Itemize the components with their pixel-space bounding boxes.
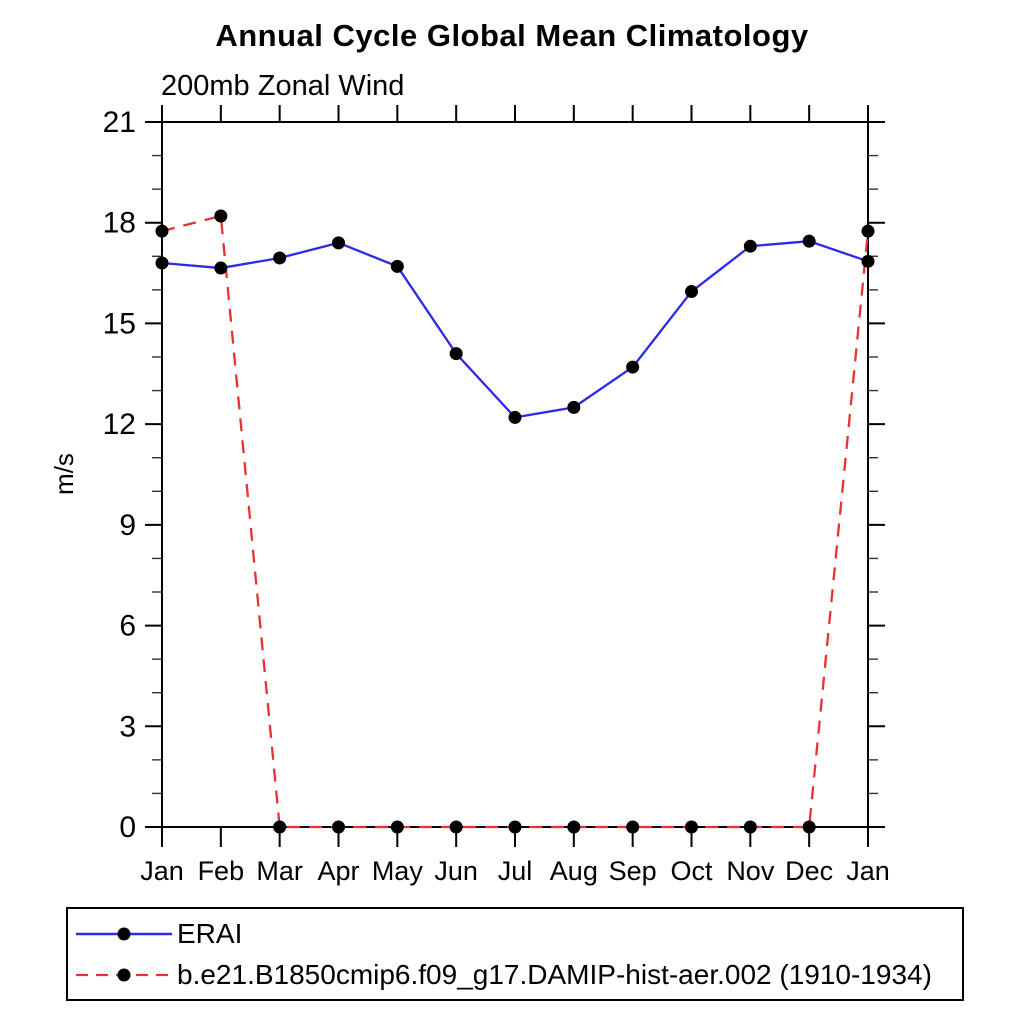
y-tick-label: 3 bbox=[119, 710, 136, 743]
erai-data-marker bbox=[508, 410, 522, 424]
x-tick-label: Jul bbox=[498, 856, 533, 886]
erai-data-marker bbox=[802, 234, 816, 248]
erai-series-line bbox=[161, 240, 869, 419]
model-data-marker bbox=[332, 820, 345, 834]
erai-data-marker bbox=[743, 239, 757, 253]
y-axis-title: m/s bbox=[49, 453, 79, 495]
model-series-line bbox=[161, 214, 870, 829]
x-tick-label: Apr bbox=[317, 856, 359, 886]
model-data-marker bbox=[390, 820, 404, 834]
model-data-marker bbox=[743, 820, 757, 834]
y-tick-label: 15 bbox=[103, 307, 136, 340]
legend-item-model: b.e21.B1850cmip6.f09_g17.DAMIP-hist-aer.… bbox=[74, 956, 962, 994]
model-data-marker bbox=[214, 209, 228, 223]
model-data-marker bbox=[449, 820, 463, 834]
legend: ERAI b.e21.B1850cmip6.f09_g17.DAMIP-hist… bbox=[66, 907, 964, 1001]
y-tick-label: 12 bbox=[103, 408, 136, 441]
legend-label-model: b.e21.B1850cmip6.f09_g17.DAMIP-hist-aer.… bbox=[177, 958, 932, 990]
x-tick-label: Oct bbox=[670, 856, 713, 886]
model-data-marker bbox=[802, 820, 816, 834]
x-tick-label: Mar bbox=[256, 856, 303, 886]
erai-data-marker bbox=[567, 400, 581, 414]
y-tick-label: 21 bbox=[103, 106, 136, 139]
erai-data-marker bbox=[390, 259, 404, 273]
model-data-marker bbox=[685, 820, 698, 834]
erai-line-sample-icon bbox=[76, 927, 172, 940]
legend-label-erai: ERAI bbox=[177, 917, 243, 949]
y-tick-label: 0 bbox=[119, 811, 136, 844]
erai-data-marker bbox=[449, 347, 463, 361]
model-line-sample-icon bbox=[76, 968, 172, 981]
erai-data-marker bbox=[685, 285, 698, 299]
x-tick-label: Jan bbox=[140, 856, 184, 886]
erai-data-marker bbox=[626, 360, 640, 374]
erai-data-marker bbox=[273, 251, 287, 265]
x-tick-label: Aug bbox=[550, 856, 598, 886]
model-data-marker bbox=[508, 820, 522, 834]
erai-data-marker bbox=[861, 254, 875, 268]
x-tick-label: Nov bbox=[726, 856, 775, 886]
x-tick-label: Jun bbox=[434, 856, 478, 886]
erai-data-marker bbox=[155, 256, 169, 270]
y-tick-label: 6 bbox=[119, 610, 136, 643]
erai-data-marker bbox=[332, 236, 345, 250]
model-data-marker bbox=[861, 224, 875, 238]
chart-title: Annual Cycle Global Mean Climatology bbox=[215, 18, 809, 53]
x-tick-label: Sep bbox=[609, 856, 657, 886]
legend-item-erai: ERAI bbox=[74, 915, 962, 953]
model-data-marker bbox=[155, 224, 169, 238]
chart-subtitle: 200mb Zonal Wind bbox=[161, 70, 405, 102]
y-tick-label: 18 bbox=[103, 207, 136, 240]
y-tick-label: 9 bbox=[119, 509, 136, 542]
model-data-marker bbox=[567, 820, 581, 834]
x-tick-label: Dec bbox=[785, 856, 833, 886]
model-data-marker bbox=[626, 820, 640, 834]
x-tick-label: Jan bbox=[846, 856, 890, 886]
x-tick-label: Feb bbox=[198, 856, 245, 886]
model-data-marker bbox=[273, 820, 287, 834]
x-tick-label: May bbox=[372, 856, 424, 886]
erai-data-marker bbox=[214, 261, 228, 275]
